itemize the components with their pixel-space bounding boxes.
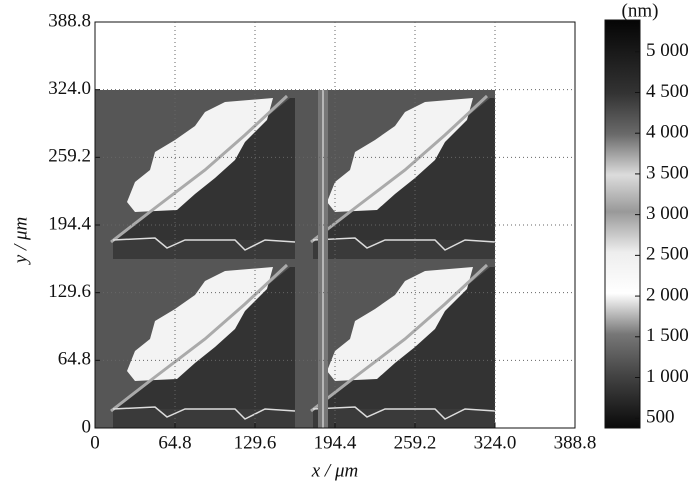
y-tick-label: 129.6	[48, 281, 91, 302]
colorbar-tick-label: 1 500	[646, 325, 689, 346]
colorbar-tick-label: 2 500	[646, 244, 689, 265]
x-tick-label: 0	[90, 432, 100, 453]
colorbar-tick-label: 2 000	[646, 284, 689, 305]
colorbar-tick-label: 4 500	[646, 81, 689, 102]
y-tick-label: 259.2	[48, 146, 91, 167]
x-axis-label: x / μm	[311, 460, 358, 481]
colorbar	[604, 19, 641, 429]
x-tick-label: 324.0	[474, 432, 517, 453]
colorbar-tick-label: 500	[646, 407, 675, 428]
colorbar-tick-label: 4 000	[646, 122, 689, 143]
y-tick-label: 0	[82, 416, 92, 437]
y-axis-label: y / μm	[10, 217, 31, 265]
colorbar-tick-label: 3 000	[646, 203, 689, 224]
x-tick-label: 259.2	[394, 432, 437, 453]
y-tick-label: 388.8	[48, 10, 91, 31]
y-tick-label: 64.8	[58, 349, 91, 370]
x-tick-label: 194.4	[314, 432, 357, 453]
colorbar-label: (nm)	[622, 0, 659, 21]
y-tick-label: 324.0	[48, 78, 91, 99]
y-tick-label: 194.4	[48, 213, 91, 234]
colorbar-tick-label: 3 500	[646, 162, 689, 183]
x-tick-label: 64.8	[158, 432, 191, 453]
x-tick-label: 129.6	[234, 432, 277, 453]
x-tick-label: 388.8	[554, 432, 597, 453]
heatmap-image	[93, 88, 497, 430]
colorbar-tick-label: 1 000	[646, 366, 689, 387]
colorbar-tick-label: 5 000	[646, 40, 689, 61]
